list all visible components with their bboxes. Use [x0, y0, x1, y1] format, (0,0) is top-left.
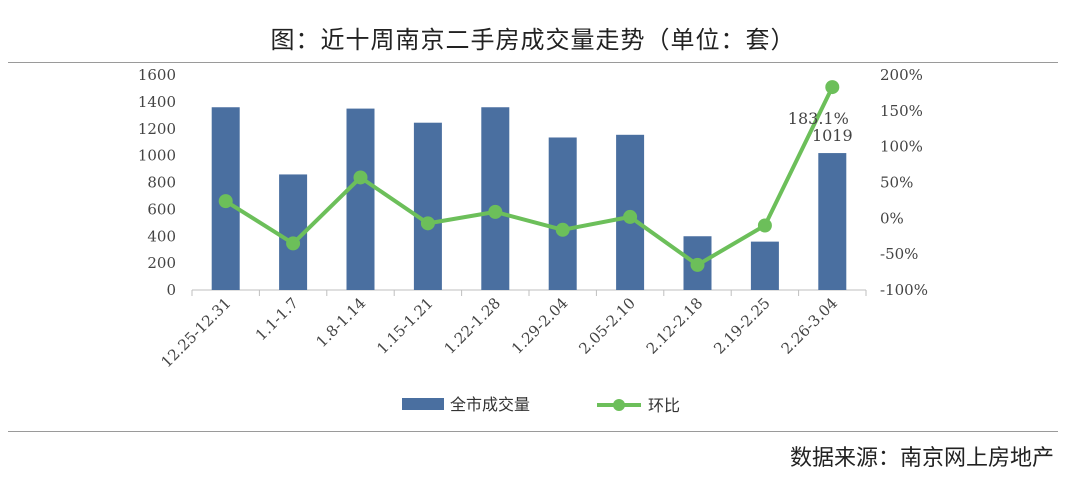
line-point — [690, 257, 705, 272]
right-tick-label: 200% — [880, 66, 923, 84]
x-tick-label: 2.12-2.18 — [643, 294, 707, 358]
left-tick-label: 1400 — [138, 93, 176, 111]
x-tick-label: 1.1-1.7 — [252, 294, 302, 344]
x-tick-label: 1.15-1.21 — [373, 294, 437, 358]
line-data-label: 183.1% — [788, 109, 849, 128]
legend-bar-label: 全市成交量 — [450, 395, 530, 414]
left-tick-label: 400 — [147, 227, 176, 245]
left-tick-label: 1200 — [138, 120, 176, 138]
bar — [750, 241, 779, 290]
x-tick-label: 2.19-2.25 — [710, 294, 774, 358]
right-tick-label: 50% — [880, 174, 913, 192]
right-tick-label: 0% — [880, 209, 904, 227]
line-point — [420, 216, 435, 231]
bar — [481, 107, 510, 290]
left-tick-label: 600 — [147, 200, 176, 218]
left-tick-label: 0 — [166, 281, 176, 299]
left-tick-label: 800 — [147, 174, 176, 192]
line-point — [825, 80, 840, 95]
chart-title: 图：近十周南京二手房成交量走势（单位：套） — [270, 26, 796, 54]
x-tick-label: 12.25-12.31 — [157, 294, 234, 371]
x-tick-label: 1.22-1.28 — [441, 294, 505, 358]
line-point — [488, 204, 503, 219]
line-point — [757, 218, 772, 233]
legend-line-label: 环比 — [648, 396, 680, 415]
data-labels: 183.1%1019 — [788, 109, 853, 145]
x-axis: 12.25-12.31 1.1-1.7 1.8-1.14 1.15-1.21 1.22-… — [157, 290, 867, 371]
line-point — [218, 194, 233, 209]
x-tick-label: 2.26-3.04 — [778, 294, 842, 358]
right-tick-label: -100% — [880, 281, 928, 299]
source-note: 数据来源：南京网上房地产 — [789, 446, 1054, 471]
right-tick-label: -50% — [880, 245, 918, 263]
legend: 全市成交量 环比 — [402, 395, 680, 415]
x-tick-label: 2.05-2.10 — [575, 294, 639, 358]
line-point — [555, 222, 570, 237]
bar — [548, 137, 577, 290]
bar-data-label: 1019 — [812, 126, 853, 145]
right-axis: -100% -50% 0% 50% 100% 150% 200% — [880, 66, 928, 299]
line-path — [224, 86, 835, 267]
bar — [413, 122, 442, 290]
legend-bar-swatch — [402, 398, 444, 410]
x-tick-label: 1.8-1.14 — [313, 294, 370, 351]
right-tick-label: 150% — [880, 102, 923, 120]
line-point — [623, 209, 638, 224]
left-tick-label: 200 — [147, 254, 176, 272]
right-tick-label: 100% — [880, 138, 923, 156]
line-point — [286, 236, 301, 251]
line-point — [353, 170, 368, 185]
top-divider — [8, 62, 1058, 63]
bar — [818, 153, 847, 290]
bottom-divider — [8, 431, 1058, 432]
x-tick-label: 1.29-2.04 — [508, 294, 572, 358]
line-series — [218, 80, 840, 272]
left-tick-label: 1000 — [138, 147, 176, 165]
left-axis: 0 200 400 600 800 1000 1200 1400 1600 — [138, 66, 176, 299]
legend-line-marker — [613, 399, 625, 411]
bar — [346, 108, 375, 290]
left-tick-label: 1600 — [138, 66, 176, 84]
bar-series — [211, 107, 847, 290]
